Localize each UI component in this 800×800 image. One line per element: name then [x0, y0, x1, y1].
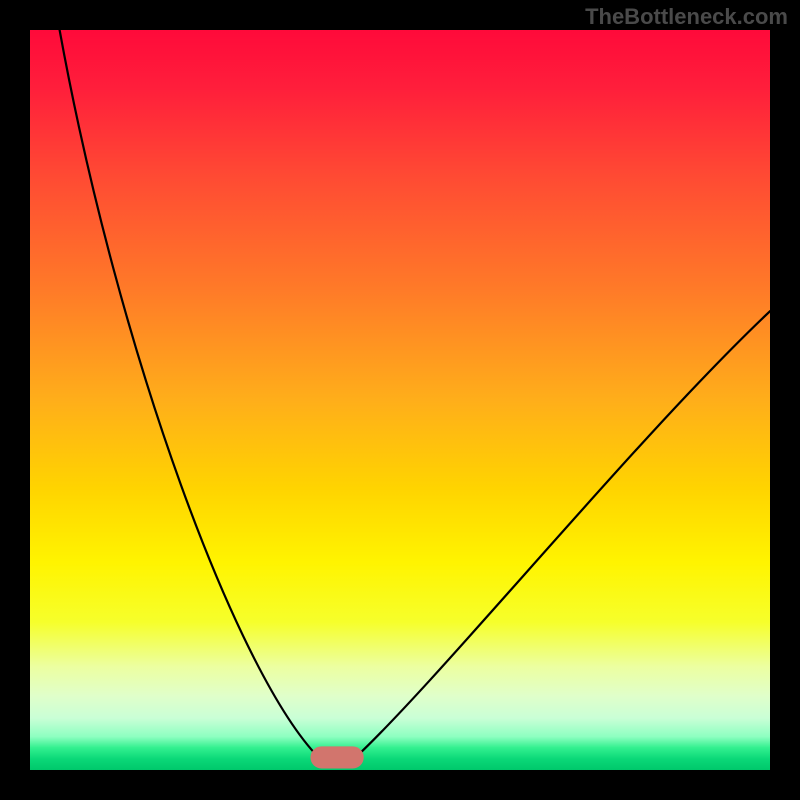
- plot-area: [30, 30, 770, 770]
- watermark-text: TheBottleneck.com: [585, 4, 788, 30]
- chart-svg: [30, 30, 770, 770]
- gradient-background: [30, 30, 770, 770]
- bottleneck-marker: [310, 746, 363, 768]
- chart-container: TheBottleneck.com: [0, 0, 800, 800]
